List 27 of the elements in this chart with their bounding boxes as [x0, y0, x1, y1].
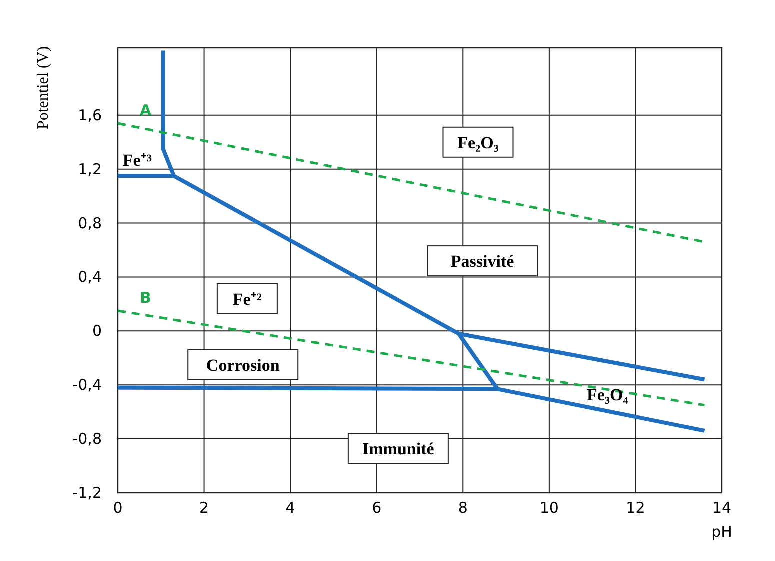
y-tick-label: 0,4: [78, 268, 102, 286]
annotation: Corrosion: [206, 356, 280, 375]
x-tick-label: 8: [458, 499, 468, 517]
x-tick-label: 2: [200, 499, 210, 517]
x-tick-label: 4: [286, 499, 296, 517]
x-tick-label: 6: [372, 499, 382, 517]
y-tick-label: -0,8: [72, 430, 102, 448]
annotation: Fe⁺³: [122, 150, 152, 170]
x-tick-label: 14: [712, 499, 732, 517]
x-tick-label: 12: [626, 499, 646, 517]
annotation: Fe₃O₄: [586, 386, 628, 405]
y-tick-label: 1,2: [78, 160, 102, 178]
annotation: Passivité: [450, 252, 515, 272]
annotation: Immunité: [362, 440, 435, 458]
x-tick-label: 10: [540, 499, 559, 517]
y-axis-title: Potentiel (V): [35, 46, 52, 130]
y-tick-label: 0,8: [78, 214, 102, 232]
x-tick-label: 0: [113, 499, 123, 517]
y-tick-label: -0,4: [72, 376, 102, 394]
y-tick-label: -1,2: [72, 484, 102, 502]
series-label: B: [140, 288, 152, 307]
x-axis-title: pH: [712, 523, 732, 541]
annotation: Fe₂O₃: [458, 133, 499, 152]
series-label: A: [140, 102, 152, 120]
annotation: Fe⁺²: [232, 290, 262, 309]
y-tick-label: 1,6: [78, 106, 102, 124]
y-tick-label: 0: [92, 322, 102, 340]
